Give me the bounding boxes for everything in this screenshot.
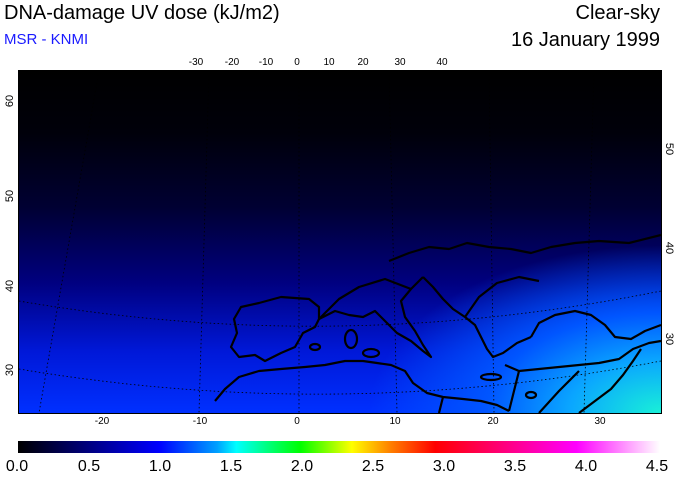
- lon-tick-top: 10: [323, 57, 335, 68]
- lon-tick-top: 0: [294, 57, 300, 68]
- island: [524, 390, 538, 400]
- colorbar-label: 0.5: [77, 458, 101, 475]
- lat-tick-left: 50: [4, 189, 16, 203]
- color-scale-bar: [18, 441, 660, 453]
- lat-tick-right: 40: [663, 241, 675, 255]
- colorbar-label: 4.5: [645, 458, 669, 475]
- map-overlay: [19, 71, 661, 413]
- lon-tick-top: -10: [258, 57, 274, 68]
- lat-tick-left: 60: [4, 94, 16, 108]
- lat-tick-right: 50: [663, 142, 675, 156]
- country-border: [464, 275, 540, 318]
- iberia-coast: [229, 295, 321, 363]
- colorbar-label: 0.0: [5, 458, 29, 475]
- colorbar-label: 3.5: [503, 458, 527, 475]
- lon-tick-top: -30: [188, 57, 204, 68]
- date-label: 16 January 1999: [510, 29, 660, 51]
- north-africa-coast: [214, 359, 510, 412]
- colorbar-label: 2.5: [361, 458, 385, 475]
- colorbar-label: 1.0: [148, 458, 172, 475]
- island: [343, 328, 359, 350]
- lon-tick-bottom: 30: [594, 416, 606, 427]
- colorbar-label: 2.0: [290, 458, 314, 475]
- island: [308, 342, 322, 352]
- source-label: MSR - KNMI: [4, 31, 89, 48]
- lon-tick-bottom: 20: [487, 416, 499, 427]
- colorbar-label: 3.0: [432, 458, 456, 475]
- lat-tick-left: 30: [4, 363, 16, 377]
- saudi-border: [538, 370, 580, 413]
- lat-tick-left: 40: [4, 279, 16, 293]
- colorbar-label: 1.5: [219, 458, 243, 475]
- lon-tick-top: 20: [357, 57, 369, 68]
- libya-border: [437, 396, 445, 413]
- uv-dose-map: [18, 70, 662, 414]
- lon-tick-top: -20: [224, 57, 240, 68]
- sky-condition-label: Clear-sky: [575, 2, 660, 24]
- lon-tick-bottom: -10: [192, 416, 208, 427]
- lon-tick-bottom: 10: [389, 416, 401, 427]
- levant-coast: [578, 348, 642, 413]
- lat-tick-right: 30: [663, 332, 675, 346]
- lon-tick-bottom: 0: [294, 416, 300, 427]
- lon-tick-top: 40: [436, 57, 448, 68]
- island: [479, 372, 503, 382]
- country-border: [318, 277, 412, 320]
- egypt-border: [507, 370, 521, 412]
- north-europe-coast: [388, 233, 661, 263]
- island: [361, 347, 381, 359]
- france-italy-coast: [318, 276, 433, 359]
- turkey-coast: [504, 339, 661, 373]
- colorbar-label: 4.0: [574, 458, 598, 475]
- coastlines: [214, 233, 661, 413]
- lon-tick-top: 30: [394, 57, 406, 68]
- map-title: DNA-damage UV dose (kJ/m2): [4, 2, 280, 24]
- balkan-coast: [422, 276, 532, 359]
- lon-tick-bottom: -20: [94, 416, 110, 427]
- black-sea: [530, 309, 661, 341]
